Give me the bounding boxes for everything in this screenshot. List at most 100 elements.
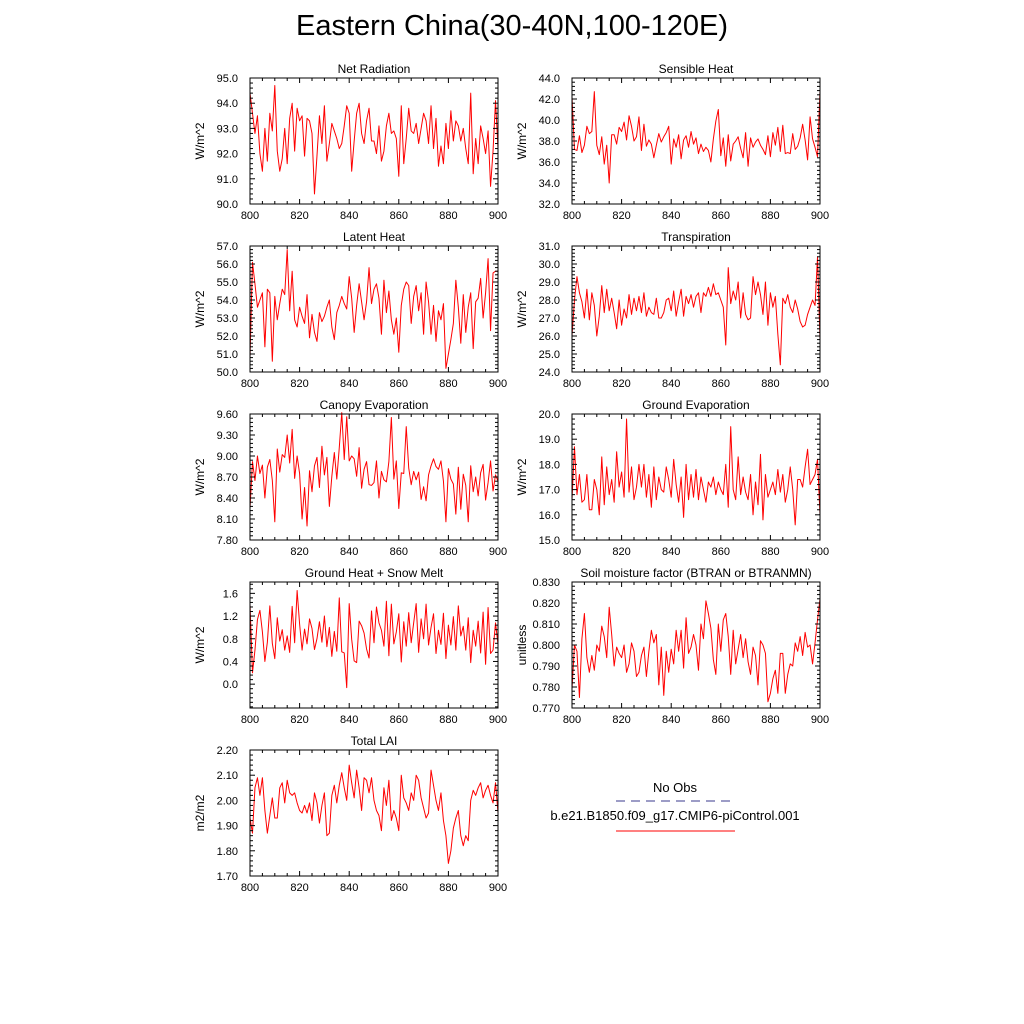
x-tick-label: 820 bbox=[612, 210, 630, 222]
y-tick-label: 0.8 bbox=[223, 634, 238, 646]
x-tick-label: 900 bbox=[489, 210, 507, 222]
x-tick-label: 880 bbox=[761, 546, 779, 558]
y-tick-label: 15.0 bbox=[539, 535, 560, 547]
y-tick-label: 1.6 bbox=[223, 588, 238, 600]
y-axis-label-ground-evaporation: W/m^2 bbox=[515, 458, 529, 495]
x-tick-label: 840 bbox=[340, 378, 358, 390]
series-line-soil-moisture-factor-btran-or-btranmn bbox=[571, 598, 821, 703]
y-tick-label: 0.810 bbox=[532, 619, 560, 631]
y-axis-label-net-radiation: W/m^2 bbox=[193, 122, 207, 159]
panel-title-net-radiation: Net Radiation bbox=[338, 62, 411, 76]
x-tick-label: 840 bbox=[662, 378, 680, 390]
panel-sensible-heat: 800 820 840 860 880 900 32.0 34.0 36.0 38.0 40.0 42… bbox=[515, 62, 829, 222]
y-tick-label: 9.30 bbox=[217, 430, 238, 442]
series-line-net-radiation bbox=[249, 85, 499, 195]
y-axis-label-latent-heat: W/m^2 bbox=[193, 290, 207, 327]
y-tick-label: 56.0 bbox=[217, 259, 238, 271]
x-tick-label: 840 bbox=[340, 882, 358, 894]
series-line-ground-heat-snow-melt bbox=[249, 590, 499, 689]
plot-frame-canopy-evaporation bbox=[249, 413, 499, 541]
panel-transpiration: 800 820 840 860 880 900 24.0 25.0 26.0 27.0 28.0 29… bbox=[515, 230, 829, 390]
series-line-latent-heat bbox=[249, 249, 498, 369]
x-tick-label: 860 bbox=[390, 714, 408, 726]
x-tick-label: 860 bbox=[712, 546, 730, 558]
series-line-total-lai bbox=[249, 764, 499, 864]
y-tick-label: 92.0 bbox=[217, 149, 238, 161]
panel-title-transpiration: Transpiration bbox=[661, 230, 731, 244]
x-tick-label: 800 bbox=[241, 546, 259, 558]
panel-title-sensible-heat: Sensible Heat bbox=[659, 62, 734, 76]
y-tick-label: 9.00 bbox=[217, 451, 238, 463]
x-tick-label: 860 bbox=[712, 210, 730, 222]
y-tick-label: 93.0 bbox=[217, 123, 238, 135]
y-tick-label: 8.70 bbox=[217, 472, 238, 484]
y-axis-label-total-lai: m2/m2 bbox=[193, 794, 207, 831]
y-tick-label: 0.780 bbox=[532, 682, 560, 694]
panel-title-ground-evaporation: Ground Evaporation bbox=[642, 398, 749, 412]
x-tick-label: 880 bbox=[439, 546, 457, 558]
y-tick-label: 30.0 bbox=[539, 259, 560, 271]
y-tick-label: 0.820 bbox=[532, 598, 560, 610]
y-tick-label: 0.0 bbox=[223, 679, 238, 691]
y-tick-label: 0.770 bbox=[532, 703, 560, 715]
panel-title-ground-heat-snow-melt: Ground Heat + Snow Melt bbox=[305, 566, 444, 580]
figure-title: Eastern China(30-40N,100-120E) bbox=[295, 10, 729, 42]
y-tick-label: 1.90 bbox=[217, 821, 238, 833]
x-tick-label: 800 bbox=[241, 210, 259, 222]
panel-title-soil-moisture-factor-btran-or-btranmn: Soil moisture factor (BTRAN or BTRANMN) bbox=[580, 566, 811, 580]
x-tick-label: 820 bbox=[612, 714, 630, 726]
x-tick-label: 820 bbox=[290, 714, 308, 726]
x-tick-label: 800 bbox=[563, 210, 581, 222]
x-tick-label: 840 bbox=[662, 210, 680, 222]
y-tick-label: 1.80 bbox=[217, 846, 238, 858]
y-tick-label: 8.40 bbox=[217, 493, 238, 505]
legend: No Obs b.e21.B1850.f09_g17.CMIP6-piContr… bbox=[550, 780, 800, 832]
y-tick-label: 44.0 bbox=[539, 73, 560, 85]
y-tick-label: 36.0 bbox=[539, 157, 560, 169]
y-tick-label: 16.0 bbox=[539, 510, 560, 522]
x-tick-label: 880 bbox=[761, 378, 779, 390]
y-tick-label: 95.0 bbox=[217, 73, 238, 85]
panel-ground-heat-snow-melt: 800 820 840 860 880 900 0.0 0.4 0.8 1.2 1.6 Ground … bbox=[193, 566, 507, 726]
x-tick-label: 860 bbox=[390, 882, 408, 894]
x-tick-label: 880 bbox=[439, 378, 457, 390]
panel-net-radiation: 800 820 840 860 880 900 90.0 91.0 92.0 93.0 94.0 95… bbox=[193, 62, 507, 222]
x-tick-label: 840 bbox=[340, 714, 358, 726]
x-tick-label: 820 bbox=[290, 882, 308, 894]
y-tick-label: 9.60 bbox=[217, 409, 238, 421]
y-tick-label: 29.0 bbox=[539, 277, 560, 289]
x-tick-label: 860 bbox=[712, 378, 730, 390]
y-tick-label: 53.0 bbox=[217, 313, 238, 325]
y-tick-label: 91.0 bbox=[217, 174, 238, 186]
plot-frame-latent-heat bbox=[249, 245, 499, 373]
x-tick-label: 900 bbox=[811, 378, 829, 390]
y-axis-label-sensible-heat: W/m^2 bbox=[515, 122, 529, 159]
x-tick-label: 880 bbox=[439, 882, 457, 894]
y-tick-label: 40.0 bbox=[539, 115, 560, 127]
y-tick-label: 0.800 bbox=[532, 640, 560, 652]
y-tick-label: 32.0 bbox=[539, 199, 560, 211]
x-tick-label: 900 bbox=[811, 714, 829, 726]
y-tick-label: 2.20 bbox=[217, 745, 238, 757]
y-tick-label: 0.790 bbox=[532, 661, 560, 673]
y-tick-label: 1.2 bbox=[223, 611, 238, 623]
x-tick-label: 800 bbox=[241, 882, 259, 894]
y-axis-label-soil-moisture-factor-btran-or-btranmn: unitless bbox=[515, 625, 529, 666]
panel-canopy-evaporation: 800 820 840 860 880 900 7.80 8.10 8.40 8.70 9.00 9.… bbox=[193, 398, 507, 558]
x-tick-label: 860 bbox=[390, 378, 408, 390]
panel-ground-evaporation: 800 820 840 860 880 900 15.0 16.0 17.0 18.0 19.0 20… bbox=[515, 398, 829, 558]
y-tick-label: 2.10 bbox=[217, 770, 238, 782]
x-tick-label: 840 bbox=[662, 546, 680, 558]
series-line-sensible-heat bbox=[571, 90, 821, 184]
x-tick-label: 860 bbox=[712, 714, 730, 726]
y-axis-label-canopy-evaporation: W/m^2 bbox=[193, 458, 207, 495]
series-line-transpiration bbox=[571, 256, 821, 366]
x-tick-label: 860 bbox=[390, 210, 408, 222]
legend-obs-label: No Obs bbox=[653, 780, 698, 795]
x-tick-label: 880 bbox=[761, 210, 779, 222]
x-tick-label: 880 bbox=[439, 210, 457, 222]
x-tick-label: 880 bbox=[761, 714, 779, 726]
y-tick-label: 31.0 bbox=[539, 241, 560, 253]
